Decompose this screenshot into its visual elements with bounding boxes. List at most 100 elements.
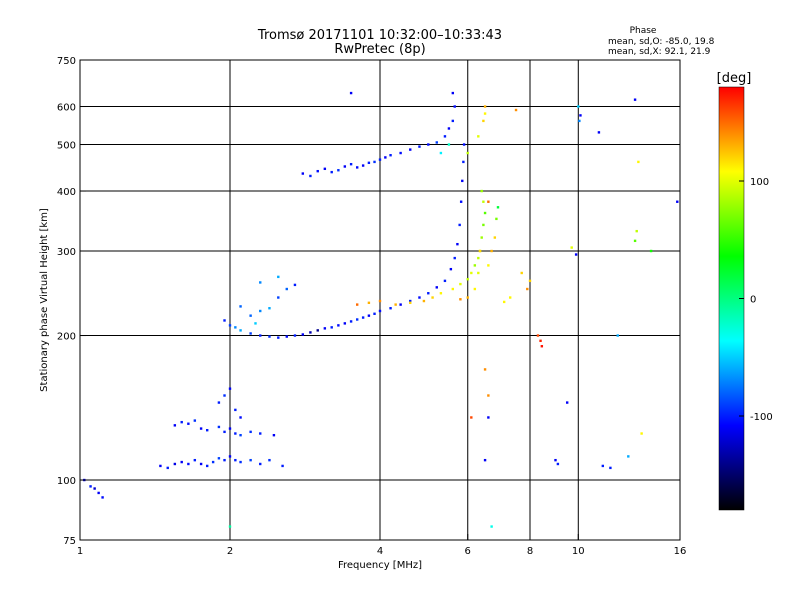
data-point xyxy=(349,91,353,95)
data-point xyxy=(502,300,506,304)
data-point xyxy=(526,287,529,291)
data-point xyxy=(217,425,221,429)
data-point xyxy=(574,253,578,256)
x-axis-ticks: 1 2 4 6 8 10 16 xyxy=(77,534,687,557)
data-point xyxy=(565,401,569,404)
colorbar-ticks: 100 0 -100 xyxy=(739,177,773,423)
data-point xyxy=(451,287,455,291)
data-point xyxy=(462,160,465,164)
data-point xyxy=(627,455,630,458)
data-point xyxy=(101,496,104,499)
data-point xyxy=(477,135,480,138)
data-point xyxy=(490,525,493,528)
data-point xyxy=(556,462,560,466)
data-point xyxy=(462,143,466,146)
data-point xyxy=(259,281,262,284)
data-point xyxy=(473,287,477,291)
data-point xyxy=(239,460,242,464)
data-point xyxy=(337,169,340,172)
data-point xyxy=(193,458,197,462)
x-tick-label: 2 xyxy=(227,546,233,557)
data-point xyxy=(97,491,100,495)
y-axis-label: Stationary phase Virtual Height [km] xyxy=(39,208,50,392)
data-point xyxy=(234,458,237,462)
data-point xyxy=(234,408,237,412)
data-point xyxy=(609,466,612,470)
data-point xyxy=(228,525,232,528)
data-point xyxy=(478,249,482,253)
data-point xyxy=(343,322,347,325)
data-point xyxy=(577,105,580,108)
data-point xyxy=(239,305,242,308)
data-point xyxy=(570,246,573,249)
data-point xyxy=(579,114,582,117)
data-point xyxy=(180,420,183,424)
data-point xyxy=(466,296,469,299)
data-point xyxy=(439,151,443,155)
phase-stats-heading: Phase xyxy=(630,26,657,36)
data-point xyxy=(470,416,473,419)
data-point xyxy=(367,301,371,305)
data-point xyxy=(637,160,640,164)
data-point xyxy=(427,143,430,146)
data-point xyxy=(483,368,487,371)
data-point xyxy=(409,299,412,303)
data-point xyxy=(199,462,203,466)
data-point xyxy=(466,278,469,281)
data-point xyxy=(349,162,353,166)
data-point xyxy=(389,307,392,310)
data-point xyxy=(459,298,462,301)
data-point xyxy=(367,161,371,165)
y-tick-label: 75 xyxy=(63,536,76,547)
y-tick-label: 750 xyxy=(57,56,76,67)
data-point xyxy=(187,462,190,466)
data-point xyxy=(293,334,297,337)
data-point xyxy=(483,105,487,108)
data-point xyxy=(473,264,477,267)
data-point xyxy=(180,460,183,464)
phase-stats-x: mean, sd,X: 92.1, 21.9 xyxy=(608,47,711,57)
data-point xyxy=(330,326,333,329)
data-point xyxy=(285,335,288,338)
data-point xyxy=(409,301,412,305)
data-point xyxy=(447,127,451,130)
data-point xyxy=(277,336,280,339)
data-point xyxy=(285,287,288,291)
data-point xyxy=(228,427,232,430)
x-tick-label: 16 xyxy=(674,546,687,557)
data-point xyxy=(254,322,257,325)
colorbar-tick-label: 100 xyxy=(750,177,769,188)
data-point xyxy=(399,303,402,306)
data-point xyxy=(453,105,456,108)
data-point xyxy=(323,327,327,330)
data-point xyxy=(483,458,487,462)
data-point xyxy=(349,320,353,323)
data-point xyxy=(239,433,242,437)
data-point xyxy=(373,312,376,315)
data-point xyxy=(443,279,447,283)
data-point xyxy=(616,334,619,337)
data-point xyxy=(384,156,387,159)
data-point xyxy=(482,119,485,123)
data-point xyxy=(635,229,638,233)
data-point xyxy=(449,267,453,271)
data-point xyxy=(483,211,487,215)
data-point xyxy=(268,307,271,310)
y-tick-label: 200 xyxy=(57,332,76,343)
data-point xyxy=(399,151,402,155)
data-point xyxy=(205,464,209,468)
data-point xyxy=(451,91,455,95)
data-point xyxy=(480,189,483,193)
data-point xyxy=(211,460,215,464)
data-point xyxy=(536,334,540,337)
data-point xyxy=(676,200,679,203)
data-point xyxy=(234,432,237,435)
y-tick-label: 300 xyxy=(57,247,76,258)
data-point xyxy=(418,145,421,148)
data-point xyxy=(355,318,359,321)
data-point xyxy=(309,174,312,178)
data-point xyxy=(487,394,490,397)
y-tick-label: 400 xyxy=(57,187,76,198)
data-point xyxy=(418,296,421,299)
data-point xyxy=(496,206,500,209)
